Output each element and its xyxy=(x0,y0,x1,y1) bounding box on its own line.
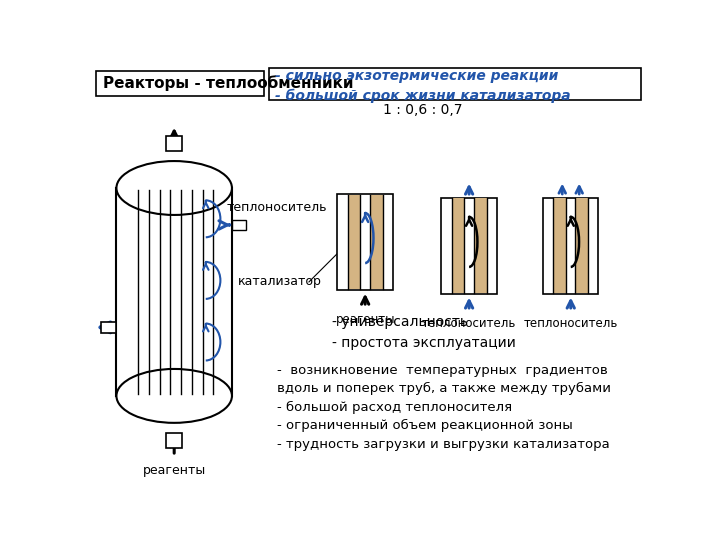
Bar xyxy=(117,188,232,396)
Text: теплоноситель: теплоноситель xyxy=(422,317,516,330)
Text: реагенты: реагенты xyxy=(336,313,395,326)
Text: - универсальность
- простота эксплуатации: - универсальность - простота эксплуатаци… xyxy=(332,315,516,350)
Text: 1 : 0,6 : 0,7: 1 : 0,6 : 0,7 xyxy=(383,103,463,117)
Bar xyxy=(451,198,464,293)
Ellipse shape xyxy=(117,161,232,215)
Text: теплоноситель: теплоноситель xyxy=(227,201,327,214)
Text: - сильно экзотермические реакции
- большой срок жизни катализатора: - сильно экзотермические реакции - больш… xyxy=(275,69,571,103)
Ellipse shape xyxy=(117,369,232,423)
Bar xyxy=(441,198,497,294)
Bar xyxy=(348,194,361,289)
Bar xyxy=(370,194,382,289)
Text: Реакторы - теплообменники: Реакторы - теплообменники xyxy=(102,76,353,91)
Bar xyxy=(96,71,264,96)
Text: катализатор: катализатор xyxy=(238,275,322,288)
Bar xyxy=(575,198,588,293)
Bar xyxy=(166,433,182,448)
Bar xyxy=(474,198,487,293)
Text: реагенты: реагенты xyxy=(143,464,206,477)
Bar xyxy=(553,198,566,293)
Bar xyxy=(101,322,117,333)
Bar xyxy=(269,68,641,100)
Bar xyxy=(543,198,598,294)
Bar xyxy=(166,136,182,151)
Bar xyxy=(232,220,246,231)
Text: -  возникновение  температурных  градиентов
вдоль и поперек труб, а также между : - возникновение температурных градиентов… xyxy=(276,363,611,451)
Text: теплоноситель: теплоноситель xyxy=(523,317,618,330)
Bar xyxy=(338,194,393,290)
